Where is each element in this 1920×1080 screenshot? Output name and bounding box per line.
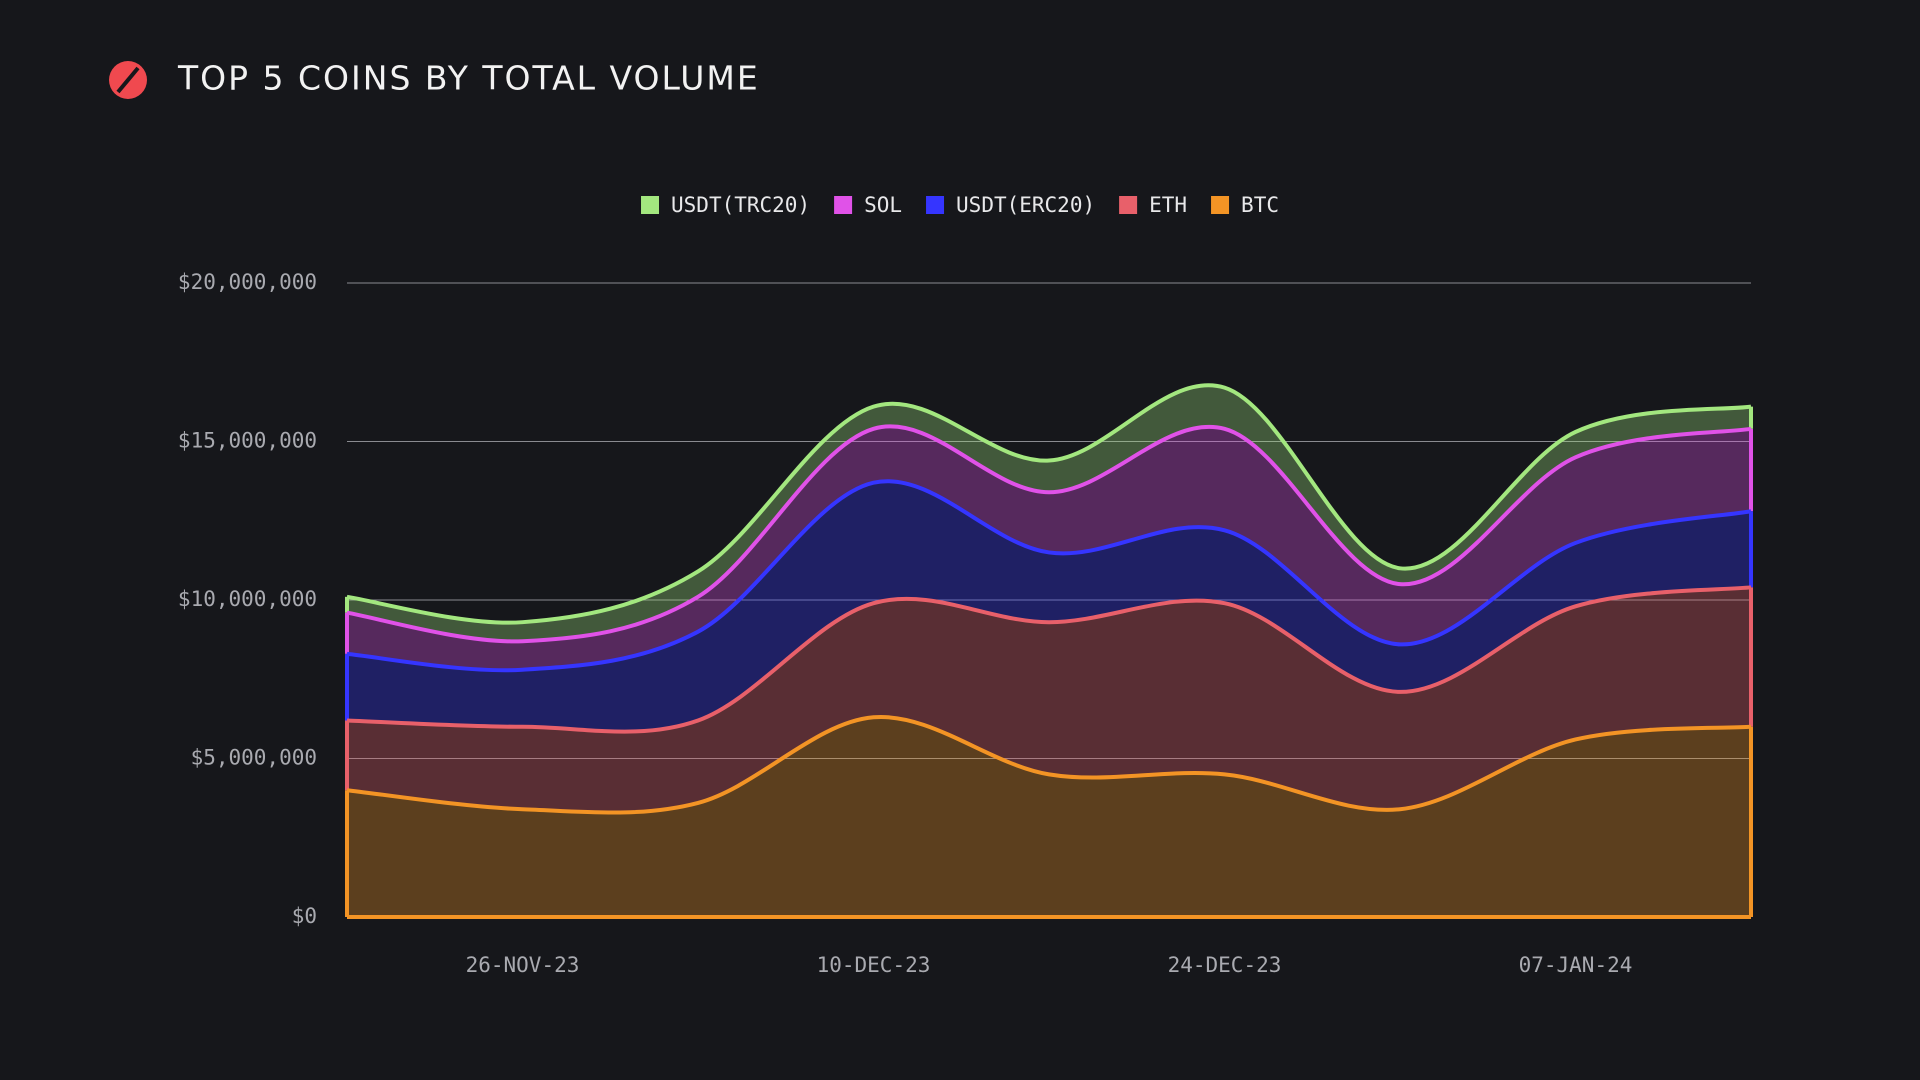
chart-title: TOP 5 COINS BY TOTAL VOLUME: [177, 59, 760, 98]
legend-label: USDT(ERC20): [956, 193, 1095, 217]
x-tick-label: 24-DEC-23: [1168, 953, 1282, 977]
legend-swatch: [834, 196, 853, 214]
area-line: [346, 715, 1752, 815]
y-tick-label: $15,000,000: [178, 429, 317, 453]
area-line: [346, 585, 1752, 734]
area: [347, 481, 1751, 732]
legend-label: BTC: [1241, 193, 1279, 217]
x-tick-label: 10-DEC-23: [817, 953, 931, 977]
legend-swatch: [1119, 196, 1138, 214]
legend-item: USDT(TRC20): [641, 193, 810, 217]
legend-swatch: [1211, 196, 1230, 214]
legend-swatch: [641, 196, 660, 214]
y-tick-label: $20,000,000: [178, 270, 317, 294]
area: [347, 587, 1751, 813]
legend-label: USDT(TRC20): [671, 193, 810, 217]
x-tick-label: 07-JAN-24: [1519, 953, 1633, 977]
x-tick-label: 26-NOV-23: [466, 953, 580, 977]
legend-item: SOL: [834, 193, 902, 217]
area-line: [346, 383, 1752, 625]
y-tick-label: $5,000,000: [191, 746, 317, 770]
logo: [109, 61, 147, 99]
legend: USDT(TRC20) SOL USDT(ERC20) ETH BTC: [641, 193, 1279, 217]
legend-item: USDT(ERC20): [926, 193, 1095, 217]
area: [347, 385, 1751, 642]
legend-label: ETH: [1149, 193, 1187, 217]
legend-item: BTC: [1211, 193, 1279, 217]
area: [347, 426, 1751, 671]
legend-item: ETH: [1119, 193, 1187, 217]
y-tick-label: $0: [292, 904, 317, 928]
area-line: [346, 479, 1752, 673]
legend-label: SOL: [864, 193, 902, 217]
legend-swatch: [926, 196, 945, 214]
area: [347, 716, 1751, 917]
area-line: [346, 424, 1752, 644]
y-tick-label: $10,000,000: [178, 587, 317, 611]
